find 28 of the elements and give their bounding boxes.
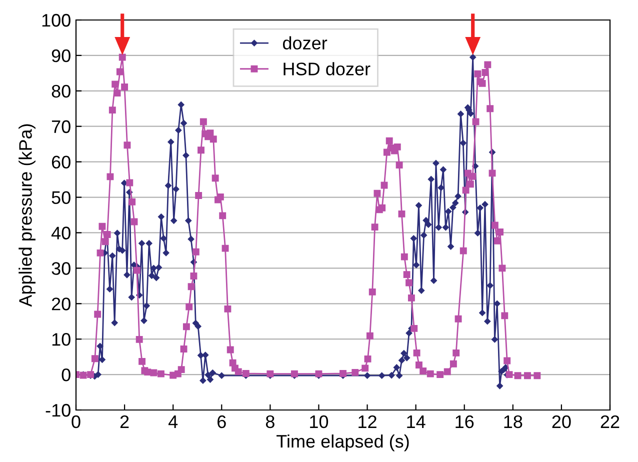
x-tick-label: 16 xyxy=(456,415,474,428)
x-tick-label: 18 xyxy=(504,415,522,428)
y-tick-label: 100 xyxy=(42,14,70,27)
y-tick-label: 60 xyxy=(52,156,70,169)
legend-label: HSD dozer xyxy=(284,62,370,76)
y-tick-label: -10 xyxy=(46,404,70,417)
x-tick-label: 12 xyxy=(358,415,376,428)
x-tick-label: 0 xyxy=(72,415,80,428)
y-tick-label: 10 xyxy=(52,333,70,346)
x-tick-label: 4 xyxy=(168,416,178,428)
x-axis-title: Time elapsed (s) xyxy=(276,434,409,452)
x-tick-label: 10 xyxy=(310,415,328,428)
x-tick-label: 22 xyxy=(600,415,620,428)
y-tick-label: 20 xyxy=(52,298,70,310)
y-axis-title: Applied pressure (kPa) xyxy=(18,124,36,307)
y-tick-label: 30 xyxy=(52,262,70,275)
x-tick-label: 2 xyxy=(120,415,129,428)
x-tick-label: 8 xyxy=(266,415,274,428)
x-tick-label: 20 xyxy=(552,415,571,428)
legend-label: dozer xyxy=(282,36,328,50)
y-tick-label: 70 xyxy=(52,120,70,134)
y-tick-label: 90 xyxy=(52,49,70,62)
y-tick-label: 50 xyxy=(52,191,70,204)
y-tick-label: 40 xyxy=(51,226,70,240)
y-tick-label: 80 xyxy=(52,84,70,98)
x-tick-label: 14 xyxy=(407,416,426,428)
y-tick-label: 0 xyxy=(62,368,70,382)
x-tick-label: 6 xyxy=(218,415,226,428)
